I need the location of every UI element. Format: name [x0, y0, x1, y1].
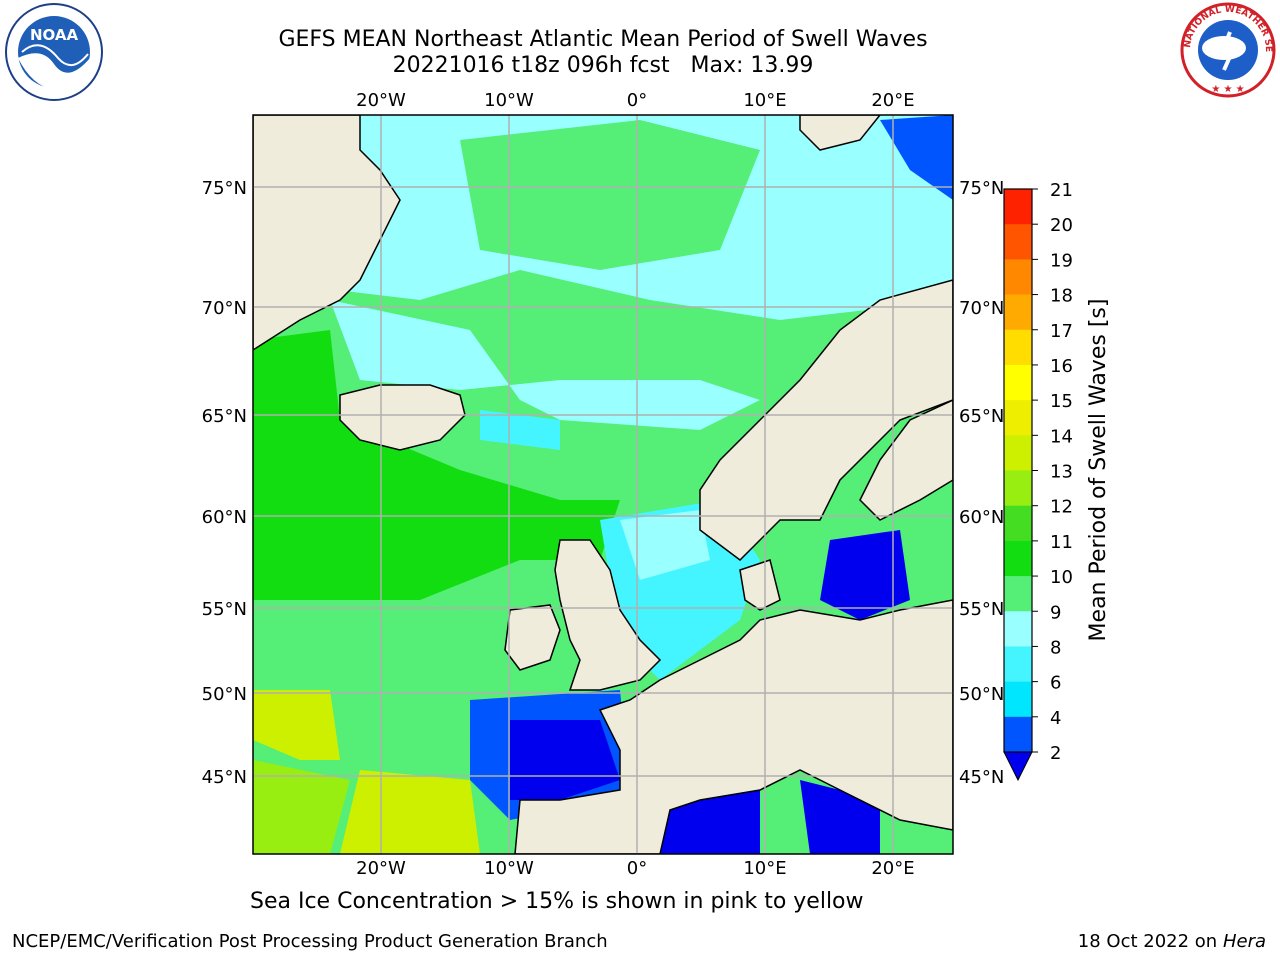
- lat-label-left: 50°N: [202, 684, 247, 705]
- lat-label-left: 65°N: [202, 406, 247, 427]
- colorbar-segment: [1004, 224, 1032, 260]
- colorbar-segment: [1004, 470, 1032, 507]
- colorbar-tick-label: 11: [1050, 532, 1073, 553]
- nws-logo: NATIONAL WEATHER SERVICE ★ ★ ★: [1178, 2, 1276, 98]
- colorbar-segment: [1004, 716, 1032, 753]
- lat-label-left: 55°N: [202, 599, 247, 620]
- colorbar-segment: [1004, 294, 1032, 331]
- footer-date: 18 Oct 2022 on Hera: [1077, 931, 1266, 952]
- colorbar-tick-label: 9: [1050, 602, 1061, 623]
- colorbar-segment: [1004, 400, 1032, 436]
- colorbar-tick-label: 16: [1050, 356, 1073, 377]
- lat-label-right: 45°N: [959, 767, 1004, 788]
- lon-label-top: 20°W: [356, 90, 406, 111]
- colorbar-tick-label: 10: [1050, 567, 1073, 588]
- lat-label-left: 75°N: [202, 178, 247, 199]
- colorbar-segment: [1004, 435, 1032, 471]
- swell-zone-greenland-sea: [460, 120, 760, 270]
- colorbar-segment: [1004, 611, 1032, 647]
- noaa-logo: NOAA: [5, 3, 103, 101]
- lat-labels-left: 75°N 70°N 65°N 60°N 55°N 50°N 45°N: [202, 178, 247, 788]
- colorbar-tick-label: 20: [1050, 215, 1073, 236]
- lon-label-top: 10°E: [743, 90, 786, 111]
- colorbar-tick-label: 13: [1050, 462, 1073, 483]
- lat-labels-right: 75°N 70°N 65°N 60°N 55°N 50°N 45°N: [959, 178, 1004, 788]
- lat-label-right: 75°N: [959, 178, 1004, 199]
- lon-label-top: 0°: [627, 90, 647, 111]
- lat-label-left: 70°N: [202, 298, 247, 319]
- colorbar-tick-label: 14: [1050, 426, 1073, 447]
- land-ireland: [504, 604, 561, 671]
- sea-ice-caption: Sea Ice Concentration > 15% is shown in …: [250, 889, 864, 914]
- colorbar-tick-label: 18: [1050, 286, 1073, 307]
- lon-labels-top: 20°W 10°W 0° 10°E 20°E: [356, 90, 914, 111]
- swell-zone-baltic: [820, 530, 910, 620]
- colorbar-tick-label: 12: [1050, 497, 1073, 518]
- colorbar-segment: [1004, 505, 1032, 542]
- land-finland: [859, 399, 953, 521]
- colorbar-tick-label: 6: [1050, 673, 1061, 694]
- colorbar-segment: [1004, 329, 1032, 366]
- swell-zone-barents: [880, 115, 953, 200]
- colorbar-label: Mean Period of Swell Waves [s]: [1086, 299, 1111, 642]
- colorbar-segment: [1004, 576, 1032, 612]
- land: [253, 115, 953, 854]
- colorbar: 2 4 6 8 9 10 11 12 13 14 15 16 17 18 19 20 21: [1003, 180, 1073, 782]
- colorbar-tick-label: 8: [1050, 637, 1061, 658]
- colorbar-tick-label: 15: [1050, 391, 1073, 412]
- lat-label-right: 55°N: [959, 599, 1004, 620]
- land-svalbard: [799, 115, 881, 151]
- colorbar-under-triangle: [1003, 751, 1033, 782]
- lon-label-bottom: 0°: [627, 858, 647, 879]
- lat-label-right: 65°N: [959, 406, 1004, 427]
- map-subtitle: 20221016 t18z 096h fcst Max: 13.99: [392, 53, 814, 78]
- map-title: GEFS MEAN Northeast Atlantic Mean Period…: [278, 27, 928, 52]
- land-scandinavia: [699, 279, 953, 561]
- colorbar-tick-label: 19: [1050, 250, 1073, 271]
- land-greenland: [253, 115, 401, 351]
- land-continental-europe: [514, 599, 953, 854]
- lon-label-top: 10°W: [484, 90, 534, 111]
- colorbar-segment: [1004, 259, 1032, 296]
- lon-labels-bottom: 20°W 10°W 0° 10°E 20°E: [356, 858, 914, 879]
- land-great-britain: [554, 539, 662, 691]
- colorbar-tick-label: 21: [1050, 180, 1073, 201]
- lon-label-bottom: 20°E: [871, 858, 914, 879]
- land-iceland: [339, 384, 466, 451]
- footer-branch: NCEP/EMC/Verification Post Processing Pr…: [12, 931, 608, 952]
- graticule: [253, 115, 953, 854]
- swell-zone-southwest: [253, 690, 340, 760]
- swell-zone-mediterranean: [660, 790, 760, 854]
- colorbar-tick-label: 17: [1050, 321, 1073, 342]
- lat-label-right: 70°N: [959, 298, 1004, 319]
- lon-label-bottom: 10°W: [484, 858, 534, 879]
- lat-label-left: 60°N: [202, 507, 247, 528]
- lon-label-top: 20°E: [871, 90, 914, 111]
- swell-zone-west: [253, 330, 620, 600]
- lat-label-right: 60°N: [959, 507, 1004, 528]
- lat-label-left: 45°N: [202, 767, 247, 788]
- map-frame: [252, 114, 954, 855]
- map-field: [253, 115, 953, 854]
- lon-label-bottom: 10°E: [743, 858, 786, 879]
- colorbar-tick-label: 2: [1050, 743, 1061, 764]
- swell-zone-norwegian: [330, 300, 760, 430]
- colorbar-segment: [1004, 540, 1032, 577]
- colorbar-segment: [1004, 364, 1032, 401]
- lat-label-right: 50°N: [959, 684, 1004, 705]
- lon-label-bottom: 20°W: [356, 858, 406, 879]
- colorbar-segment: [1004, 646, 1032, 683]
- svg-text:★ ★ ★: ★ ★ ★: [1211, 84, 1244, 95]
- colorbar-tick-label: 4: [1050, 708, 1061, 729]
- noaa-logo-text: NOAA: [30, 26, 79, 44]
- footer-machine: Hera: [1222, 931, 1266, 952]
- colorbar-segment: [1004, 189, 1032, 225]
- colorbar-segment: [1004, 681, 1032, 718]
